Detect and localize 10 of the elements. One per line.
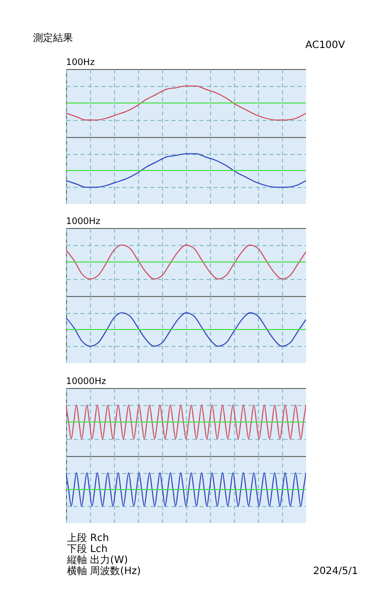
text: 縦軸 出力(W) bbox=[67, 555, 128, 566]
text: 横軸 周波数(Hz) bbox=[67, 566, 141, 577]
text: 上段 Rch bbox=[67, 533, 109, 544]
chart-title: 100Hz bbox=[66, 58, 96, 69]
text: 下段 Lch bbox=[67, 544, 108, 555]
text: AC100V bbox=[305, 40, 345, 51]
text: 2024/5/1 bbox=[313, 566, 358, 577]
chart-title: 1000Hz bbox=[66, 217, 102, 228]
text: 測定結果 bbox=[33, 33, 73, 44]
chart-title: 10000Hz bbox=[66, 377, 108, 388]
